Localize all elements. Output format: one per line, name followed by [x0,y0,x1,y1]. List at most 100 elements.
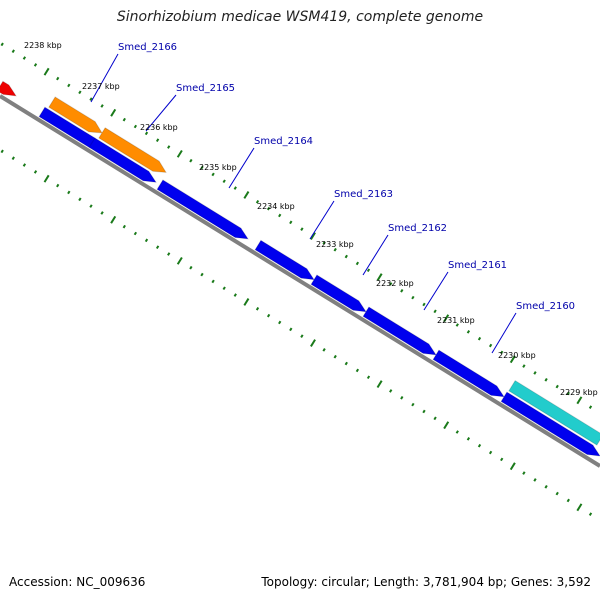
ruler-tick-minor [133,231,138,236]
ruler-tick-minor [278,213,282,218]
ruler-tick-minor [33,63,38,67]
cds-arrow [88,137,158,183]
gene-label-smed_2162: Smed_2162 [388,223,447,234]
ruler-tick-minor [488,450,493,455]
ruler-label: 2233 kbp [316,240,354,249]
ruler-tick-minor [500,350,504,355]
ruler-tick-major [376,380,383,389]
ruler-tick-minor [400,395,404,400]
ruler-tick-minor [78,197,82,202]
gene-features [0,80,600,457]
ruler-tick-minor [11,49,15,54]
red-feature [0,80,18,97]
ruler-tick-minor [555,384,559,389]
ruler-tick-minor [122,224,126,229]
cds-arrow [254,239,316,281]
callout-line [362,234,389,276]
ruler-tick-minor [422,409,426,414]
callout-line [90,53,119,103]
backbone-track [0,94,600,468]
ruler-tick-minor [333,354,337,359]
ruler-tick-minor [144,131,149,136]
ruler-tick-minor [544,484,548,489]
ruler-tick-minor [233,186,237,190]
ruler-tick-minor [155,138,160,142]
callout-line [491,312,517,354]
ruler-label: 2236 kbp [140,123,178,132]
gene-label-callouts: Smed_2166 Smed_2165 Smed_2164 Smed_2163 Smed… [90,42,575,354]
ruler-tick-minor [211,172,215,177]
ruler-tick-minor [200,165,204,170]
ruler-tick-minor [411,402,415,407]
orange-feature [48,96,103,134]
ruler-tick-minor [255,306,260,311]
ruler-tick-minor [422,302,426,307]
ruler-tick-minor [22,163,27,167]
cyan-feature [508,379,600,446]
ruler-labels: 2238 kbp 2237 kbp 2236 kbp 2235 kbp 2234 kbp… [24,41,598,397]
ruler-tick-minor [522,471,526,475]
ruler-label: 2234 kbp [257,202,295,211]
ruler-tick-minor [167,145,171,149]
gene-label-smed_2161: Smed_2161 [448,260,507,271]
ruler-tick-major [509,355,516,364]
ruler-tick-minor [433,309,437,314]
ruler-tick-major [43,67,50,76]
ruler-tick-minor [78,90,82,95]
ruler-tick-minor [522,364,526,368]
ruler-tick-minor [555,491,559,496]
ruler-tick-minor [455,323,459,327]
ruler-tick-minor [222,286,226,291]
ruler-label: 2232 kbp [376,279,414,288]
cds-arrow [362,306,438,356]
ruler-tick-major [243,191,250,199]
ruler-tick-minor [122,117,126,122]
ruler-tick-major [376,273,383,282]
ruler-tick-minor [588,512,593,516]
ruler-tick-minor [389,282,393,286]
ruler-tick-minor [289,220,293,225]
inner-ruler-ticks [0,149,600,522]
ruler-label: 2237 kbp [82,82,120,91]
ruler-tick-minor [189,158,193,163]
ruler-tick-major [310,232,316,240]
ruler-tick-minor [0,42,4,47]
ruler-tick-minor [200,272,204,277]
ruler-label: 2235 kbp [199,163,237,172]
map-title: Sinorhizobium medicae WSM419, complete g… [116,9,484,25]
ruler-label: 2230 kbp [498,351,536,360]
ruler-label: 2238 kbp [24,41,62,50]
callout-line [228,147,255,189]
ruler-tick-minor [266,313,271,318]
callout-line [145,94,177,132]
outer-ruler-ticks [0,42,600,415]
gene-label-smed_2164: Smed_2164 [254,136,313,147]
ruler-tick-major [176,149,183,158]
ruler-tick-minor [389,389,393,393]
ruler-tick-minor [355,368,360,373]
ruler-tick-minor [322,348,326,352]
ruler-tick-minor [33,170,38,174]
ruler-tick-minor [400,288,404,293]
ruler-tick-minor [366,375,371,380]
ruler-tick-minor [155,245,160,249]
ruler-tick-minor [544,377,548,382]
ruler-tick-minor [300,334,304,338]
cds-arrow [432,349,506,398]
ruler-tick-major [509,462,516,471]
ruler-tick-minor [100,211,104,215]
ruler-tick-major [110,108,117,117]
ruler-tick-major [243,298,250,306]
ruler-tick-minor [366,268,371,273]
gene-label-smed_2163: Smed_2163 [334,189,393,200]
ruler-tick-minor [67,83,71,88]
ruler-tick-minor [100,104,104,108]
ruler-tick-minor [255,199,260,204]
ruler-tick-minor [488,343,493,348]
ruler-tick-minor [233,293,237,297]
ruler-tick-minor [433,416,437,421]
ruler-tick-minor [89,204,93,208]
ruler-tick-minor [56,76,60,81]
ruler-tick-minor [189,265,193,270]
